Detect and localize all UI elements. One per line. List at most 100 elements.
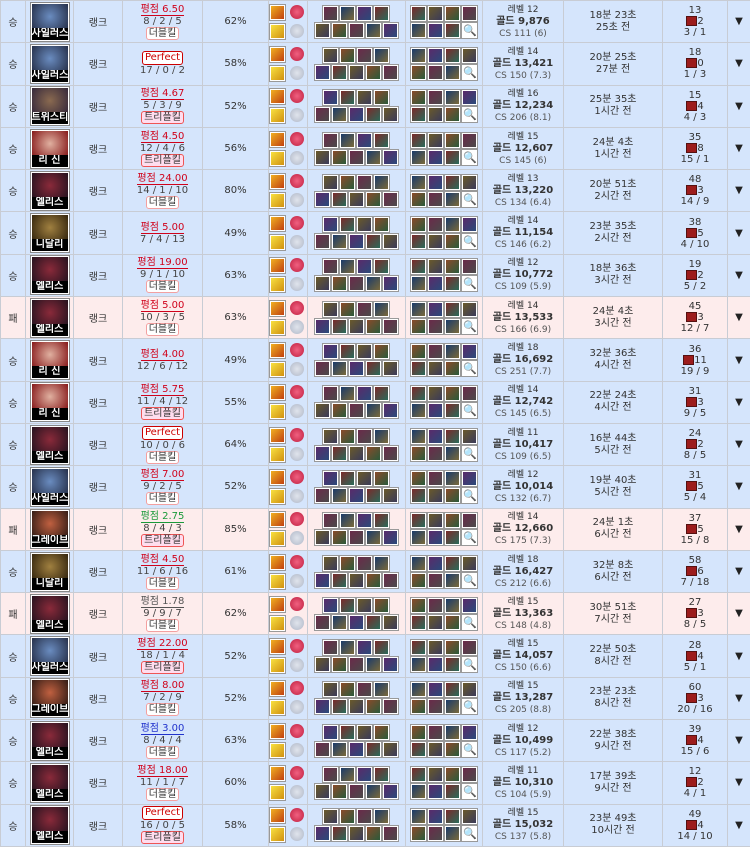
- secondary-rune-icon[interactable]: [290, 404, 304, 418]
- teammate-champion-icon[interactable]: [349, 361, 364, 376]
- teammate-champion-icon[interactable]: [323, 556, 338, 571]
- item-icon[interactable]: [445, 302, 460, 317]
- item-icon[interactable]: [445, 615, 460, 630]
- item-icon[interactable]: [428, 699, 443, 714]
- summoner-spell-flash-icon[interactable]: [270, 827, 285, 842]
- teammate-champion-icon[interactable]: [383, 107, 398, 122]
- teammate-champion-icon[interactable]: [374, 48, 389, 63]
- secondary-rune-icon[interactable]: [290, 24, 304, 38]
- teammate-champion-icon[interactable]: [357, 809, 372, 824]
- teammate-champion-icon[interactable]: [366, 573, 381, 588]
- teammate-champion-icon[interactable]: [340, 767, 355, 782]
- teammate-champion-icon[interactable]: [357, 259, 372, 274]
- item-icon[interactable]: [411, 446, 426, 461]
- keystone-rune-icon[interactable]: [290, 597, 304, 611]
- item-icon[interactable]: [445, 446, 460, 461]
- item-icon[interactable]: [462, 725, 477, 740]
- item-icon[interactable]: [445, 429, 460, 444]
- item-icon[interactable]: [428, 488, 443, 503]
- triangle-down-icon[interactable]: ▼: [735, 312, 743, 323]
- teammate-champion-icon[interactable]: [383, 615, 398, 630]
- champion-portrait[interactable]: 리 신: [31, 130, 69, 168]
- item-icon[interactable]: [462, 513, 477, 528]
- triangle-down-icon[interactable]: ▼: [735, 735, 743, 746]
- teammate-champion-icon[interactable]: [340, 471, 355, 486]
- magnifier-icon[interactable]: 🔍: [462, 276, 477, 291]
- teammate-champion-icon[interactable]: [383, 23, 398, 38]
- teammate-champion-icon[interactable]: [374, 386, 389, 401]
- item-icon[interactable]: [411, 657, 426, 672]
- item-icon[interactable]: [445, 234, 460, 249]
- item-icon[interactable]: [445, 192, 460, 207]
- expand-button[interactable]: ▼: [728, 254, 750, 296]
- item-icon[interactable]: [462, 175, 477, 190]
- teammate-champion-icon[interactable]: [383, 573, 398, 588]
- item-icon[interactable]: [445, 403, 460, 418]
- teammate-champion-icon[interactable]: [315, 742, 330, 757]
- teammate-champion-icon[interactable]: [357, 90, 372, 105]
- triangle-down-icon[interactable]: ▼: [735, 439, 743, 450]
- item-icon[interactable]: [411, 682, 426, 697]
- magnifier-icon[interactable]: 🔍: [462, 699, 477, 714]
- secondary-rune-icon[interactable]: [290, 151, 304, 165]
- item-icon[interactable]: [428, 150, 443, 165]
- item-icon[interactable]: [428, 615, 443, 630]
- teammate-champion-icon[interactable]: [332, 403, 347, 418]
- teammate-champion-icon[interactable]: [366, 107, 381, 122]
- keystone-rune-icon[interactable]: [290, 385, 304, 399]
- teammate-champion-icon[interactable]: [357, 302, 372, 317]
- teammate-champion-icon[interactable]: [332, 530, 347, 545]
- teammate-champion-icon[interactable]: [374, 725, 389, 740]
- teammate-champion-icon[interactable]: [357, 767, 372, 782]
- summoner-spell-flash-icon[interactable]: [270, 277, 285, 292]
- expand-button[interactable]: ▼: [728, 127, 750, 169]
- teammate-champion-icon[interactable]: [383, 488, 398, 503]
- teammate-champion-icon[interactable]: [332, 573, 347, 588]
- item-icon[interactable]: [445, 6, 460, 21]
- item-icon[interactable]: [411, 513, 426, 528]
- item-icon[interactable]: [428, 657, 443, 672]
- magnifier-icon[interactable]: 🔍: [462, 657, 477, 672]
- item-icon[interactable]: [411, 90, 426, 105]
- summoner-spell-flash-icon[interactable]: [270, 785, 285, 800]
- teammate-champion-icon[interactable]: [357, 725, 372, 740]
- item-icon[interactable]: [445, 133, 460, 148]
- item-icon[interactable]: [428, 530, 443, 545]
- teammate-champion-icon[interactable]: [366, 530, 381, 545]
- teammate-champion-icon[interactable]: [374, 809, 389, 824]
- item-icon[interactable]: [445, 319, 460, 334]
- teammate-champion-icon[interactable]: [332, 615, 347, 630]
- item-icon[interactable]: [411, 150, 426, 165]
- keystone-rune-icon[interactable]: [290, 639, 304, 653]
- item-icon[interactable]: [428, 23, 443, 38]
- expand-button[interactable]: ▼: [728, 85, 750, 127]
- keystone-rune-icon[interactable]: [290, 555, 304, 569]
- item-icon[interactable]: [411, 471, 426, 486]
- summoner-spell-smite-icon[interactable]: [270, 89, 285, 104]
- keystone-rune-icon[interactable]: [290, 766, 304, 780]
- teammate-champion-icon[interactable]: [383, 65, 398, 80]
- item-icon[interactable]: [445, 259, 460, 274]
- item-icon[interactable]: [428, 471, 443, 486]
- teammate-champion-icon[interactable]: [383, 699, 398, 714]
- triangle-down-icon[interactable]: ▼: [735, 651, 743, 662]
- item-icon[interactable]: [462, 133, 477, 148]
- expand-button[interactable]: ▼: [728, 677, 750, 719]
- secondary-rune-icon[interactable]: [290, 447, 304, 461]
- secondary-rune-icon[interactable]: [290, 193, 304, 207]
- teammate-champion-icon[interactable]: [383, 403, 398, 418]
- expand-button[interactable]: ▼: [728, 43, 750, 85]
- teammate-champion-icon[interactable]: [366, 403, 381, 418]
- teammate-champion-icon[interactable]: [340, 429, 355, 444]
- teammate-champion-icon[interactable]: [383, 784, 398, 799]
- teammate-champion-icon[interactable]: [366, 615, 381, 630]
- champion-portrait[interactable]: 엘리스: [31, 426, 69, 464]
- item-icon[interactable]: [462, 6, 477, 21]
- champion-portrait[interactable]: 리 신: [31, 383, 69, 421]
- item-icon[interactable]: [411, 344, 426, 359]
- triangle-down-icon[interactable]: ▼: [735, 16, 743, 27]
- secondary-rune-icon[interactable]: [290, 320, 304, 334]
